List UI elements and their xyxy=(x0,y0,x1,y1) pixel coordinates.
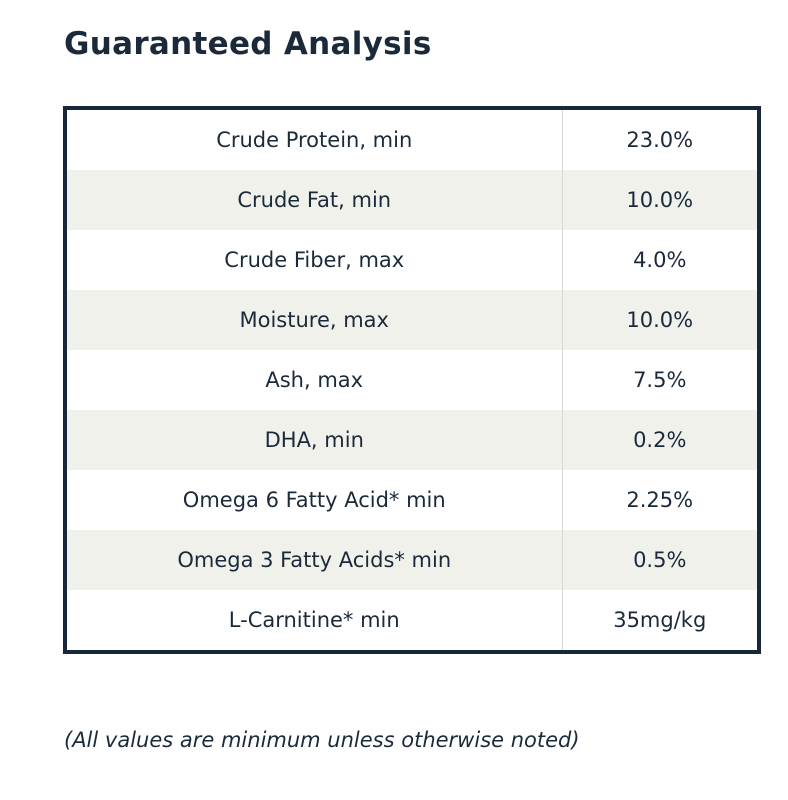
table-row: Ash, max 7.5% xyxy=(67,350,757,410)
table-row: Crude Fat, min 10.0% xyxy=(67,170,757,230)
table-row: L-Carnitine* min 35mg/kg xyxy=(67,590,757,650)
nutrient-name: Crude Protein, min xyxy=(216,128,413,152)
nutrient-value: 7.5% xyxy=(561,350,757,410)
footnote: (All values are minimum unless otherwise… xyxy=(64,728,580,752)
analysis-table: Crude Protein, min 23.0% Crude Fat, min … xyxy=(63,106,761,654)
nutrient-name: Moisture, max xyxy=(67,290,562,350)
table-row: Moisture, max 10.0% xyxy=(67,290,757,350)
table-row: Crude Fiber, max 4.0% xyxy=(67,230,757,290)
nutrient-value: 0.2% xyxy=(561,410,757,470)
nutrient-name: Omega 6 Fatty Acid* min xyxy=(182,488,446,512)
nutrient-value: 10.0% xyxy=(561,290,757,350)
nutrient-name: Omega 3 Fatty Acids* min xyxy=(67,530,562,590)
nutrient-value: 23.0% xyxy=(561,110,757,170)
page-title: Guaranteed Analysis xyxy=(64,26,432,62)
nutrient-value: 10.0% xyxy=(561,170,757,230)
nutrient-name: Ash, max xyxy=(265,368,364,392)
nutrient-name: Crude Fiber, max xyxy=(224,248,405,272)
nutrient-value: 2.25% xyxy=(561,470,757,530)
table-row: Crude Protein, min 23.0% xyxy=(67,110,757,170)
table-row: DHA, min 0.2% xyxy=(67,410,757,470)
table-row: Omega 6 Fatty Acid* min 2.25% xyxy=(67,470,757,530)
nutrient-value: 35mg/kg xyxy=(561,590,757,650)
nutrient-value: 0.5% xyxy=(561,530,757,590)
table-row: Omega 3 Fatty Acids* min 0.5% xyxy=(67,530,757,590)
nutrient-value: 4.0% xyxy=(561,230,757,290)
nutrient-name: DHA, min xyxy=(67,410,562,470)
nutrient-name: L-Carnitine* min xyxy=(228,608,400,632)
nutrient-name: Crude Fat, min xyxy=(67,170,562,230)
